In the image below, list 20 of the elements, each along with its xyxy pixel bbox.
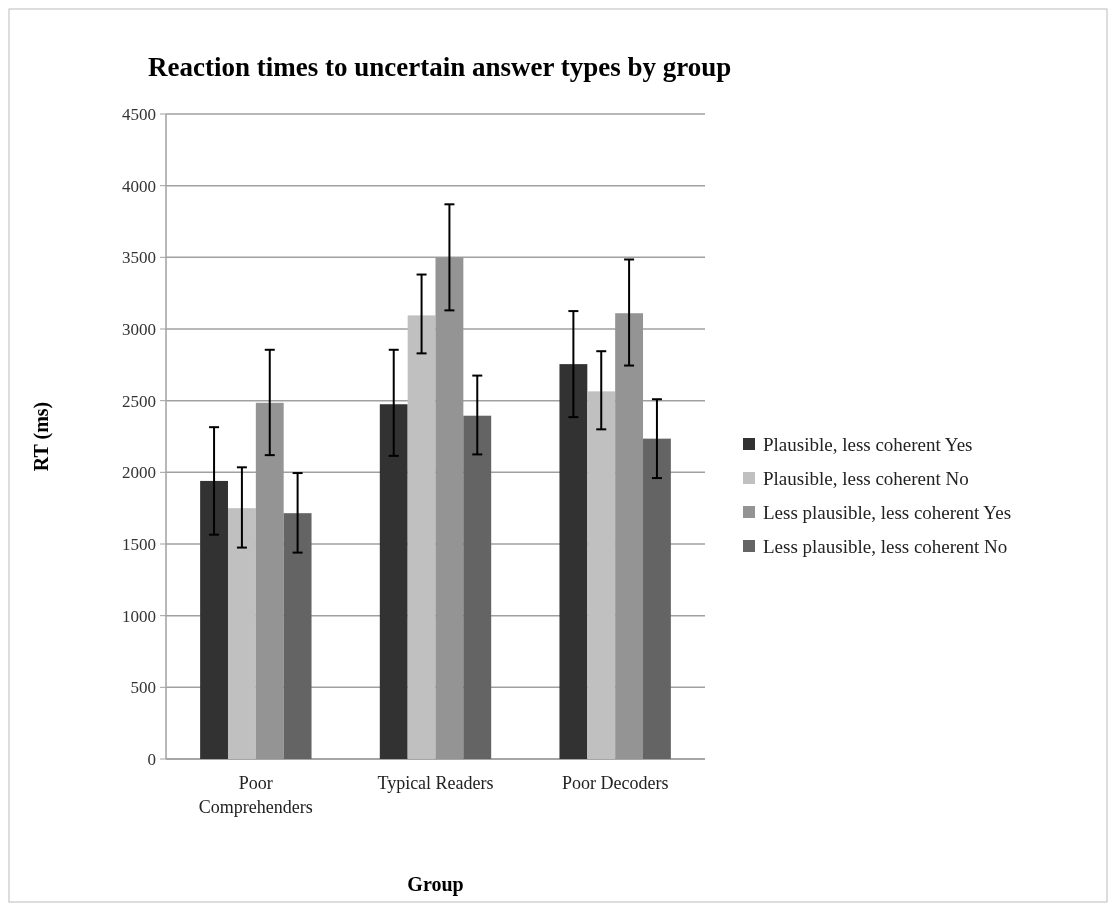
y-tick-label: 1500 bbox=[122, 534, 156, 554]
legend-label: Plausible, less coherent No bbox=[763, 467, 969, 489]
y-axis-title: RT (ms) bbox=[30, 401, 53, 472]
y-tick-label: 500 bbox=[130, 678, 156, 698]
y-tick-label: 3000 bbox=[122, 319, 156, 339]
x-tick-label: Typical Readers bbox=[377, 773, 494, 793]
legend-label: Plausible, less coherent Yes bbox=[763, 433, 973, 455]
legend-label: Less plausible, less coherent Yes bbox=[763, 501, 1012, 523]
chart-title: Reaction times to uncertain answer types by group bbox=[148, 52, 732, 82]
y-tick-label: 2500 bbox=[122, 391, 156, 411]
y-tick-label: 3500 bbox=[122, 248, 156, 268]
x-axis-title: Group bbox=[407, 873, 464, 896]
x-tick-label: Poor Comprehenders bbox=[198, 773, 313, 817]
y-tick-label: 4000 bbox=[122, 176, 156, 196]
y-tick-label: 1000 bbox=[122, 606, 156, 626]
legend-label: Less plausible, less coherent No bbox=[763, 535, 1008, 557]
y-tick-label: 0 bbox=[147, 749, 156, 769]
y-tick-label: 4500 bbox=[122, 104, 156, 124]
y-tick-label: 2000 bbox=[122, 463, 156, 483]
x-tick-label: Poor Decoders bbox=[561, 773, 669, 793]
